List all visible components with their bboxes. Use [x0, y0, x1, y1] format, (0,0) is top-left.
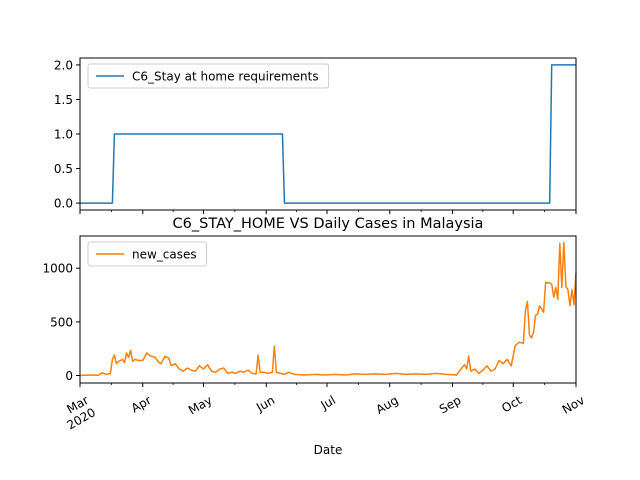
subplot-stay-home: 0.0 0.5 1.0 1.5 2.0 C6_Stay at home requirem… [54, 57, 577, 214]
y-tick-label: 0.5 [54, 162, 73, 176]
legend-box [87, 241, 208, 267]
y-tick-label: 0.0 [54, 197, 73, 211]
series-line-c6-stay-at-home-requirements [80, 64, 576, 204]
series-lines-bottom [79, 241, 577, 377]
subplot-new-cases: C6_STAY_HOME VS Daily Cases in Malaysia … [42, 216, 587, 457]
y-tick-label: 0 [65, 369, 73, 383]
y-tick-label: 1.0 [54, 128, 73, 142]
y-tick-label: 1000 [42, 262, 73, 276]
y-ticks-top: 0.0 0.5 1.0 1.5 2.0 [54, 58, 80, 211]
legend-top: C6_Stay at home requirements [87, 63, 330, 89]
x-tick-label: Jul [318, 393, 338, 413]
chart-title: C6_STAY_HOME VS Daily Cases in Malaysia [173, 216, 484, 232]
series-line-new-cases [79, 241, 577, 377]
y-tick-label: 1.5 [54, 93, 73, 107]
legend-label: C6_Stay at home requirements [132, 70, 319, 84]
plot-frame-bottom [79, 235, 577, 384]
x-ticks-top [79, 210, 577, 214]
series-lines-top [80, 64, 576, 204]
y-tick-label: 2.0 [54, 58, 73, 72]
y-ticks-bottom: 0 500 1000 [42, 262, 80, 383]
y-tick-label: 500 [50, 315, 73, 329]
legend-box [87, 63, 330, 89]
legend-bottom: new_cases [87, 241, 208, 267]
x-axis-label: Date [314, 443, 343, 457]
legend-label: new_cases [132, 248, 197, 262]
